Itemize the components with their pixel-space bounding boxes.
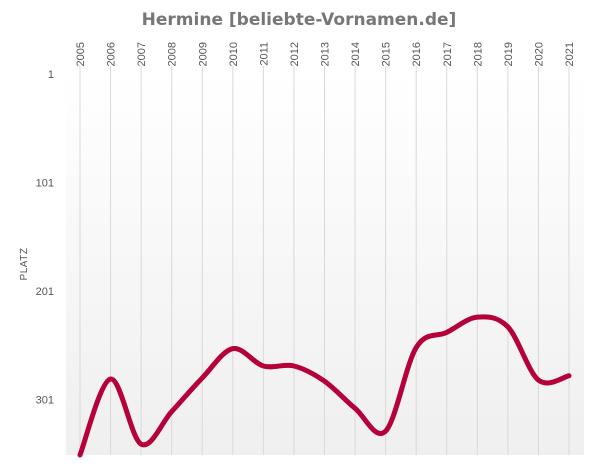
x-tick-label: 2011	[258, 42, 270, 66]
y-tick-label: 1	[48, 69, 54, 81]
x-tick-label: 2021	[564, 42, 576, 66]
y-tick-label: 301	[36, 395, 54, 407]
y-tick-label: 101	[36, 178, 54, 190]
x-tick-label: 2009	[197, 42, 209, 66]
y-tick-label: 201	[36, 286, 54, 298]
y-axis-label: PLATZ	[19, 248, 30, 281]
series-line	[77, 314, 572, 458]
x-axis: 2005 2006 2007 2008 2009 2010 2011 2012 2013 2014…	[75, 42, 576, 66]
y-axis: 1 101 201 301	[36, 69, 54, 407]
x-tick-label: 2010	[228, 42, 240, 66]
x-tick-label: 2020	[533, 42, 545, 66]
x-tick-label: 2012	[289, 42, 301, 66]
x-tick-label: 2005	[75, 42, 87, 66]
x-tick-label: 2008	[167, 42, 179, 66]
x-tick-label: 2013	[320, 42, 332, 66]
x-tick-label: 2007	[136, 42, 148, 66]
x-tick-label: 2017	[442, 42, 454, 66]
x-tick-label: 2016	[411, 42, 423, 66]
x-tick-label: 2018	[472, 42, 484, 66]
chart-title: Hermine [beliebte-Vornamen.de]	[142, 10, 457, 30]
x-tick-label: 2006	[106, 42, 118, 66]
x-tick-label: 2014	[350, 42, 362, 66]
x-tick-label: 2015	[381, 42, 393, 66]
x-tick-label: 2019	[503, 42, 515, 66]
grid-lines	[79, 66, 570, 455]
